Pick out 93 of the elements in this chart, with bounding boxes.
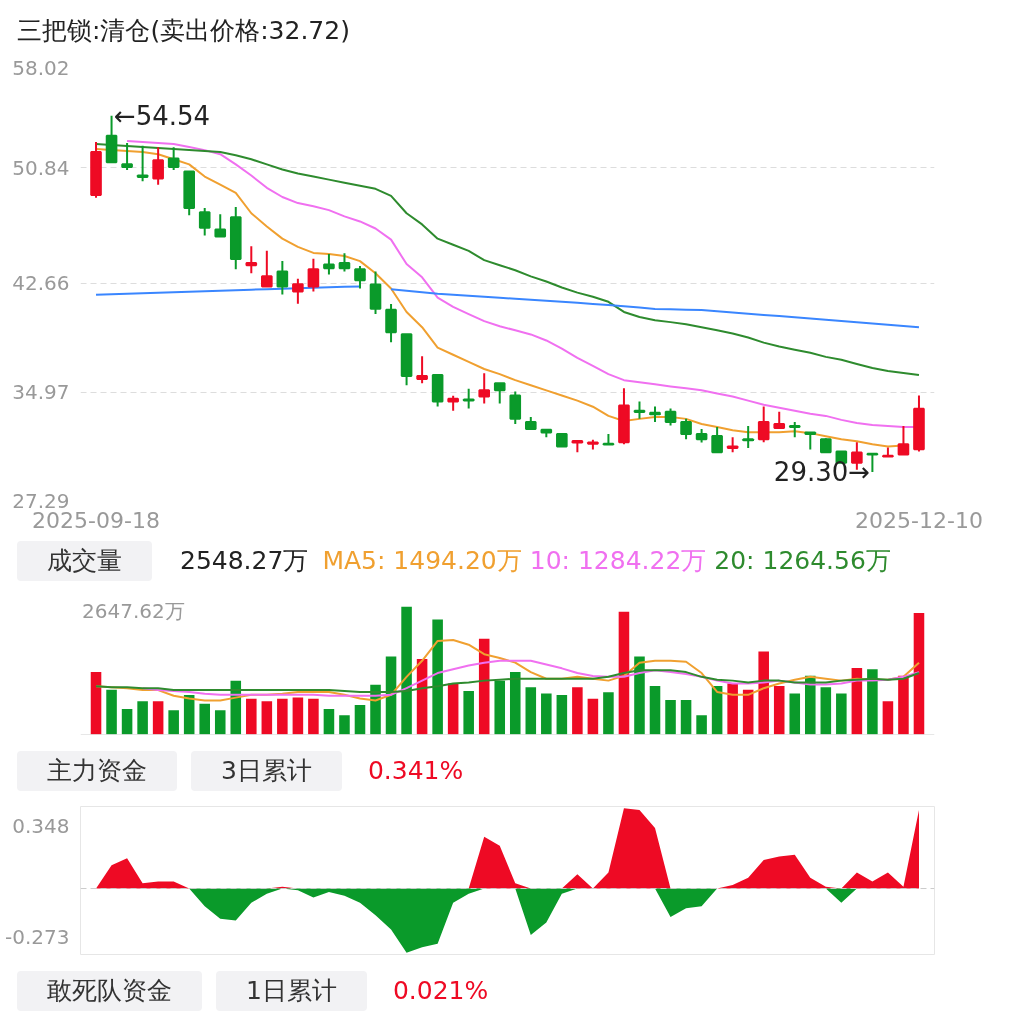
candlestick <box>198 207 211 237</box>
bar <box>137 701 148 735</box>
bar <box>820 687 832 735</box>
bar <box>867 669 878 735</box>
candlestick <box>757 405 770 444</box>
bar <box>152 701 164 735</box>
bar <box>727 683 738 735</box>
text: 0.341% <box>367 756 464 785</box>
candlestick <box>307 257 320 293</box>
candlestick <box>742 424 754 450</box>
candlestick <box>292 277 304 305</box>
chart-title: 成交量 <box>17 541 152 581</box>
bar <box>432 619 443 735</box>
text: 0.021% <box>392 976 489 1005</box>
y-tick-label: -0.273 <box>5 925 70 950</box>
candlestick <box>897 424 910 456</box>
bar <box>401 606 412 735</box>
candlestick <box>478 372 491 405</box>
candlestick <box>680 417 692 441</box>
text: MA5: 1494.20万 <box>322 546 522 575</box>
bar <box>634 656 645 735</box>
text: 1日累计 <box>216 971 367 1011</box>
bar <box>556 694 568 735</box>
bar <box>339 715 350 735</box>
candlestick <box>214 213 227 238</box>
candlestick <box>711 425 723 454</box>
candlestick <box>261 249 273 288</box>
bar <box>463 691 474 735</box>
candlestick <box>323 252 335 276</box>
candlestick <box>136 144 149 183</box>
bar <box>649 685 661 735</box>
text: 3日累计 <box>191 751 342 791</box>
line-series <box>95 143 920 377</box>
bar <box>603 692 614 735</box>
candlestick <box>245 245 258 275</box>
bar <box>214 710 226 735</box>
bar <box>121 708 133 735</box>
bar <box>541 693 552 735</box>
candlestick <box>493 382 506 405</box>
bar <box>618 611 630 735</box>
bar <box>106 689 117 735</box>
bar <box>261 701 273 735</box>
candlestick <box>338 252 351 273</box>
annotation: ←54.54 <box>113 100 211 131</box>
bar <box>354 705 366 735</box>
bar <box>773 685 785 735</box>
chart-title: 主力资金 <box>17 751 177 791</box>
annotation: 2647.62万 <box>82 599 185 624</box>
bar <box>805 675 816 735</box>
bar <box>789 693 801 735</box>
y-tick-label: 0.348 <box>12 814 70 839</box>
bar <box>913 613 925 735</box>
bar <box>758 651 769 735</box>
text: 20: 1264.56万 <box>714 546 891 575</box>
bar <box>680 700 692 735</box>
bar <box>292 697 304 735</box>
bar <box>587 698 599 735</box>
candlestick <box>385 303 397 344</box>
bar <box>696 715 707 735</box>
text: 2548.27万 <box>180 546 309 575</box>
bar <box>323 708 335 735</box>
bar <box>665 700 676 735</box>
annotation: 29.30→ <box>773 457 871 488</box>
bar <box>572 687 583 735</box>
bar <box>168 710 179 735</box>
text: 敢死队资金 <box>17 971 202 1011</box>
bar <box>494 680 506 735</box>
y-tick-label: 42.66 <box>12 271 70 296</box>
y-tick-label: 34.97 <box>12 380 70 405</box>
bar <box>277 698 288 735</box>
y-tick-label: 58.02 <box>12 55 70 80</box>
bar <box>836 693 847 735</box>
text: 10: 1284.22万 <box>529 546 707 575</box>
candlestick <box>167 146 180 171</box>
bar <box>246 698 257 735</box>
bar <box>509 671 521 735</box>
bar <box>447 683 459 735</box>
bar <box>90 671 102 735</box>
bar <box>525 687 537 735</box>
candlestick <box>121 142 133 171</box>
candlestick <box>416 355 428 385</box>
bar <box>898 675 909 735</box>
bar <box>882 701 894 735</box>
candlestick <box>509 390 522 426</box>
bar <box>308 698 319 735</box>
candlestick <box>462 387 475 410</box>
candlestick <box>152 146 164 186</box>
candlestick <box>276 259 289 296</box>
candlestick <box>354 264 366 290</box>
bar <box>199 703 210 735</box>
x-tick-label: 2025-12-10 <box>855 507 983 533</box>
y-tick-label: 50.84 <box>12 155 70 180</box>
chart-title: 三把锁:清仓(卖出价格:32.72) <box>17 15 350 47</box>
